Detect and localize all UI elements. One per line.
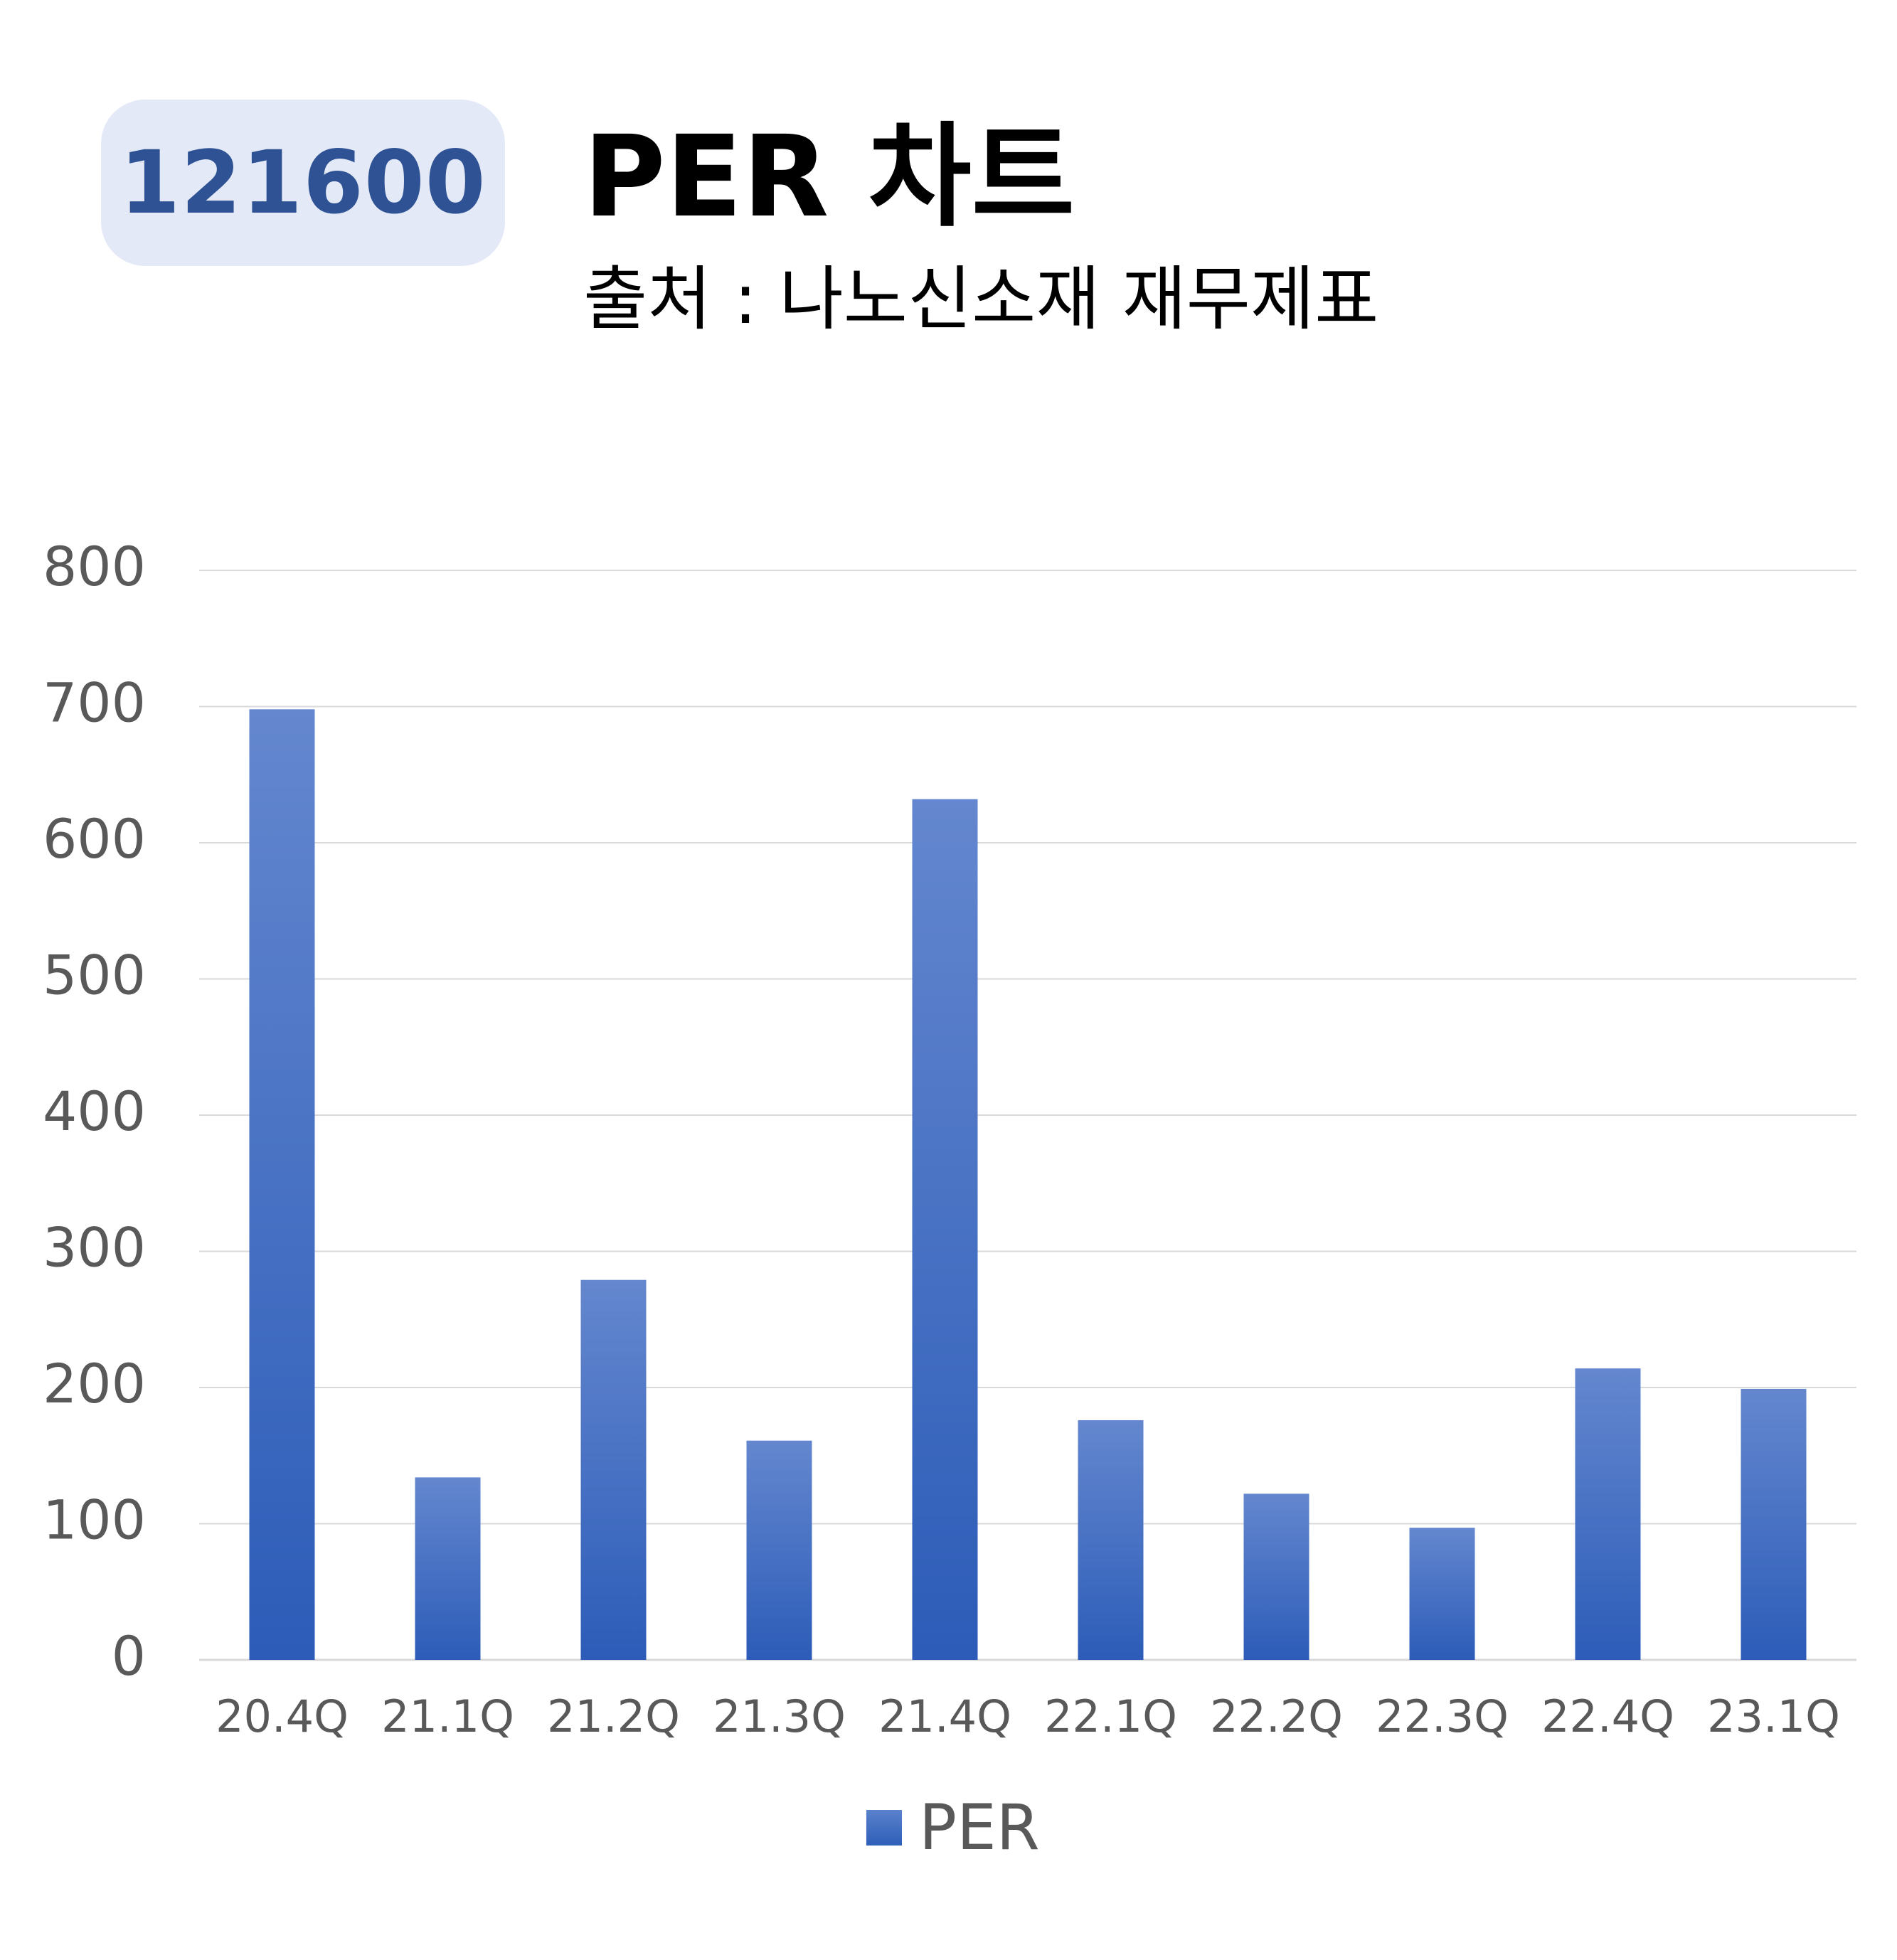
- x-tick-label: 21.2Q: [547, 1690, 680, 1742]
- bar-21.2Q: [580, 1279, 647, 1660]
- bar-22.4Q: [1575, 1368, 1641, 1660]
- bar-21.1Q: [415, 1477, 481, 1660]
- x-tick-label: 21.4Q: [878, 1690, 1011, 1742]
- legend: PER: [866, 1796, 1040, 1859]
- legend-swatch: [866, 1810, 902, 1846]
- y-tick-label: 0: [112, 1624, 146, 1688]
- x-tick-label: 20.4Q: [216, 1690, 349, 1742]
- bar-22.3Q: [1409, 1528, 1475, 1660]
- legend-label: PER: [919, 1791, 1040, 1864]
- bar-21.4Q: [912, 799, 978, 1660]
- x-tick-label: 22.3Q: [1376, 1690, 1509, 1742]
- x-tick-label: 21.3Q: [713, 1690, 846, 1742]
- stock-code: 121600: [119, 132, 487, 233]
- y-tick-label: 400: [43, 1080, 146, 1143]
- y-tick-label: 500: [43, 943, 146, 1006]
- bar-23.1Q: [1741, 1388, 1807, 1660]
- x-tick-label: 23.1Q: [1707, 1690, 1840, 1742]
- x-axis-ticks: 20.4Q 21.1Q 21.2Q 21.3Q 21.4Q 22.1Q 22.2Q 22.3Q…: [216, 1690, 1840, 1742]
- chart-subtitle: 출처 : 나노신소재 재무제표: [583, 259, 1379, 340]
- bars: [249, 709, 1807, 1660]
- x-tick-label: 22.2Q: [1210, 1690, 1343, 1742]
- y-tick-label: 600: [43, 807, 146, 870]
- bar-22.1Q: [1078, 1420, 1144, 1660]
- y-tick-label: 200: [43, 1352, 146, 1415]
- chart-title: PER 차트: [583, 112, 1075, 243]
- stock-code-badge: 121600: [101, 100, 505, 266]
- y-tick-label: 300: [43, 1215, 146, 1279]
- bar-21.3Q: [746, 1440, 812, 1660]
- bar-22.2Q: [1243, 1493, 1309, 1660]
- bar-20.4Q: [249, 709, 315, 1660]
- y-axis-ticks: 0 100 200 300 400 500 600 700 800: [43, 535, 146, 1688]
- x-tick-label: 21.1Q: [381, 1690, 514, 1742]
- y-tick-label: 100: [43, 1488, 146, 1551]
- x-tick-label: 22.1Q: [1044, 1690, 1177, 1742]
- y-tick-label: 700: [43, 671, 146, 734]
- y-tick-label: 800: [43, 535, 146, 598]
- x-tick-label: 22.4Q: [1541, 1690, 1674, 1742]
